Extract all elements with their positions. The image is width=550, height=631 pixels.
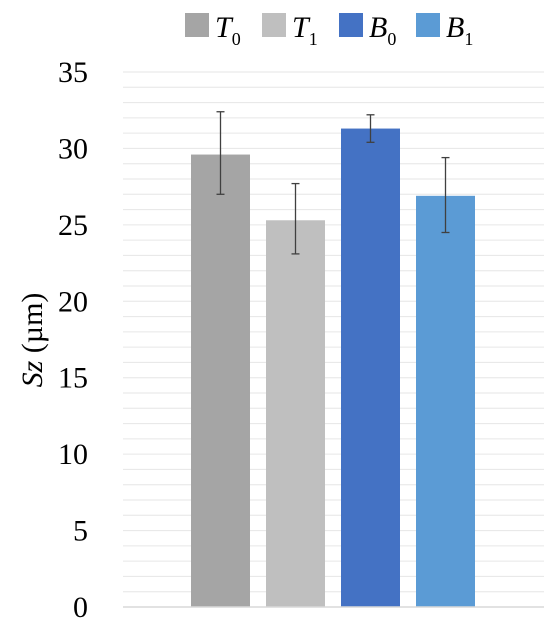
y-tick-label: 20 (58, 285, 88, 318)
bar-t1 (266, 220, 325, 607)
legend-label-base: B (369, 11, 387, 44)
bars (191, 128, 475, 608)
legend-swatch (339, 13, 363, 37)
y-tick-label: 10 (58, 438, 88, 471)
y-axis-label-unit: (µm) (16, 293, 49, 361)
legend-swatch (185, 13, 209, 37)
legend-swatch (416, 13, 440, 37)
y-tick-label: 15 (58, 362, 88, 395)
legend-item-b0: B0 (339, 11, 396, 49)
legend-label: T1 (292, 11, 318, 49)
legend-item-b1: B1 (416, 11, 473, 49)
legend: T0 T1 B0 B1 (185, 11, 473, 49)
legend-item-t0: T0 (185, 11, 241, 49)
legend-label-base: T (215, 11, 234, 44)
legend-label-base: T (292, 11, 311, 44)
y-tick-label: 5 (73, 515, 88, 548)
y-tick-label: 35 (58, 56, 88, 89)
error-bar-t0 (216, 111, 225, 195)
legend-label-sub: 0 (387, 29, 396, 49)
bar-b1 (416, 195, 475, 608)
legend-label: T0 (215, 11, 241, 49)
legend-label-sub: 0 (232, 29, 241, 49)
legend-label-sub: 1 (464, 29, 473, 49)
y-tick-label: 0 (73, 591, 88, 624)
y-tick-label: 30 (58, 132, 88, 165)
y-axis-label-var: Sz (16, 360, 49, 387)
legend-label-base: B (446, 11, 464, 44)
legend-label: B1 (446, 11, 473, 49)
bar-t0 (191, 154, 250, 608)
legend-label: B0 (369, 11, 396, 49)
y-axis-label: Sz (µm) (16, 293, 49, 388)
legend-item-t1: T1 (262, 11, 318, 49)
grid-lines (123, 71, 544, 593)
bar-b0 (341, 128, 400, 608)
error-bar-b1 (441, 156, 450, 234)
error-bar-t1 (291, 182, 300, 255)
error-bars (216, 111, 450, 255)
y-tick-labels: 0 5 10 15 20 25 30 35 (58, 56, 88, 624)
error-bar-b0 (366, 114, 375, 143)
y-tick-label: 25 (58, 209, 88, 242)
legend-swatch (262, 13, 286, 37)
legend-label-sub: 1 (309, 29, 318, 49)
